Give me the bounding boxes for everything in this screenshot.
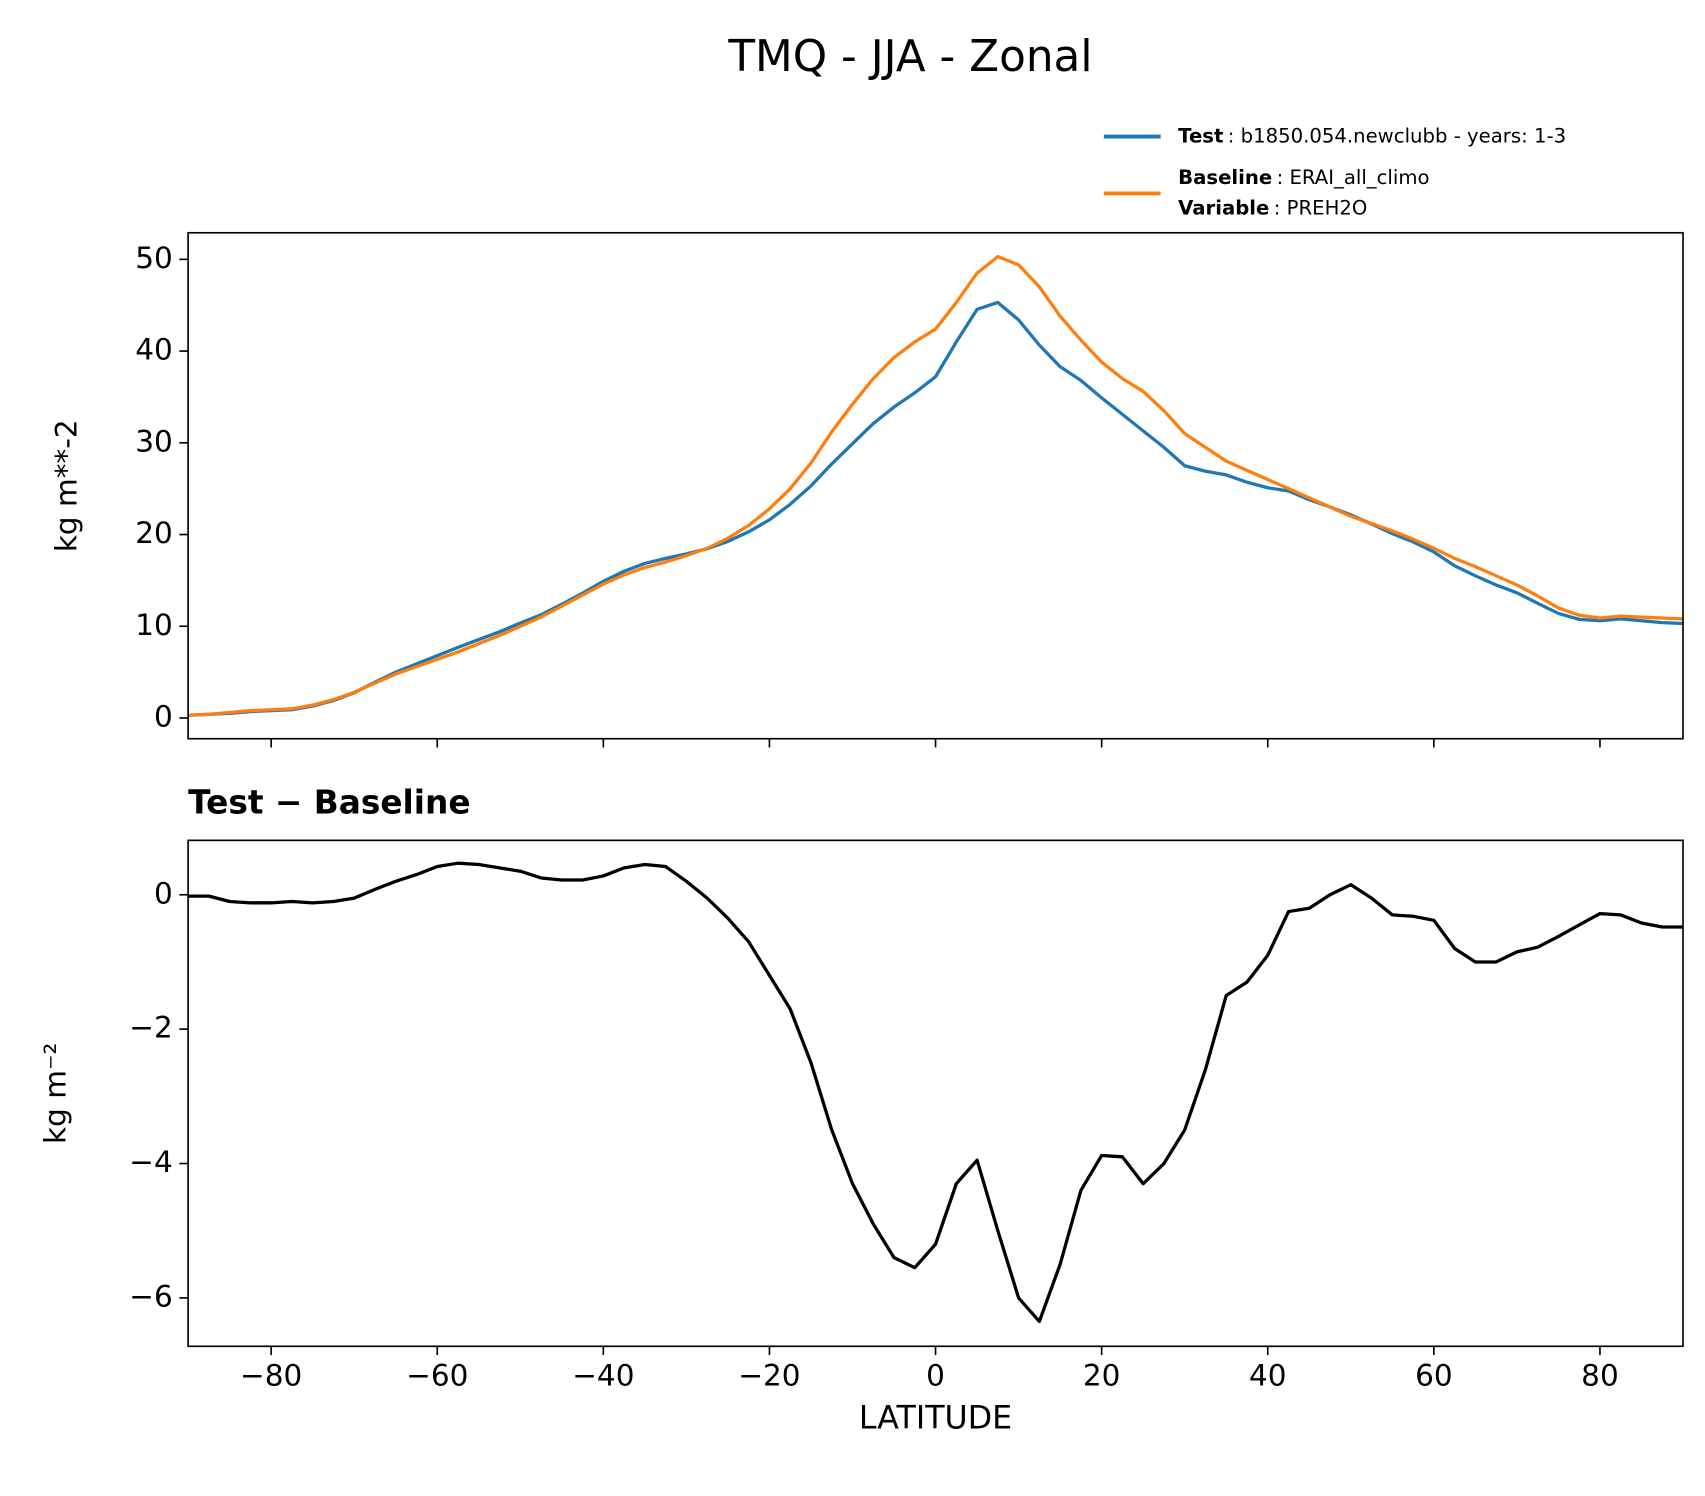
series-line (188, 254, 1684, 717)
y-tick-label: 20 (135, 516, 173, 550)
legend-description: : PREH2O (1274, 196, 1368, 219)
x-tick-label: −60 (406, 1358, 468, 1392)
legend-description: : b1850.054.newclubb - years: 1-3 (1228, 124, 1566, 147)
plot-frame (187, 231, 1684, 740)
plot-frame (187, 839, 1684, 1348)
x-tick-label: 20 (1083, 1358, 1121, 1392)
subtitle: Test − Baseline (188, 783, 470, 821)
y-tick-label: −6 (129, 1279, 173, 1313)
chart-title: TMQ - JJA - Zonal (727, 31, 1092, 82)
x-tick-label: 60 (1415, 1358, 1453, 1392)
legend-entry: Test: b1850.054.newclubb - years: 1-3 (1178, 124, 1566, 147)
x-tick-label: −20 (738, 1358, 800, 1392)
x-axis-label: LATITUDE (859, 1401, 1012, 1437)
legend-name: Variable (1178, 196, 1269, 219)
legend-entry: Variable: PREH2O (1178, 196, 1367, 219)
x-tick-label: 80 (1581, 1358, 1619, 1392)
y-tick-label: 0 (154, 876, 173, 910)
legend-description: : ERAI_all_climo (1277, 166, 1430, 189)
y-tick-label: 0 (154, 699, 173, 733)
legend-name: Baseline (1178, 166, 1272, 189)
y-tick-label: −4 (129, 1145, 173, 1179)
data-line (188, 861, 1684, 1324)
legend-entry: Baseline: ERAI_all_climo (1178, 166, 1429, 189)
y-axis-label: kg m**-2 (49, 419, 83, 552)
y-axis-label: kg m⁻² (38, 1043, 72, 1144)
y-tick-label: 10 (135, 608, 173, 642)
x-tick-label: 0 (926, 1358, 945, 1392)
y-tick-label: −2 (129, 1011, 173, 1045)
y-tick-label: 30 (135, 424, 173, 458)
y-tick-label: 50 (135, 241, 173, 275)
x-tick-label: −40 (572, 1358, 634, 1392)
series-line (188, 300, 1684, 717)
x-tick-label: −80 (240, 1358, 302, 1392)
legend-name: Test (1178, 124, 1223, 147)
y-tick-label: 40 (135, 333, 173, 367)
x-tick-label: 40 (1249, 1358, 1287, 1392)
